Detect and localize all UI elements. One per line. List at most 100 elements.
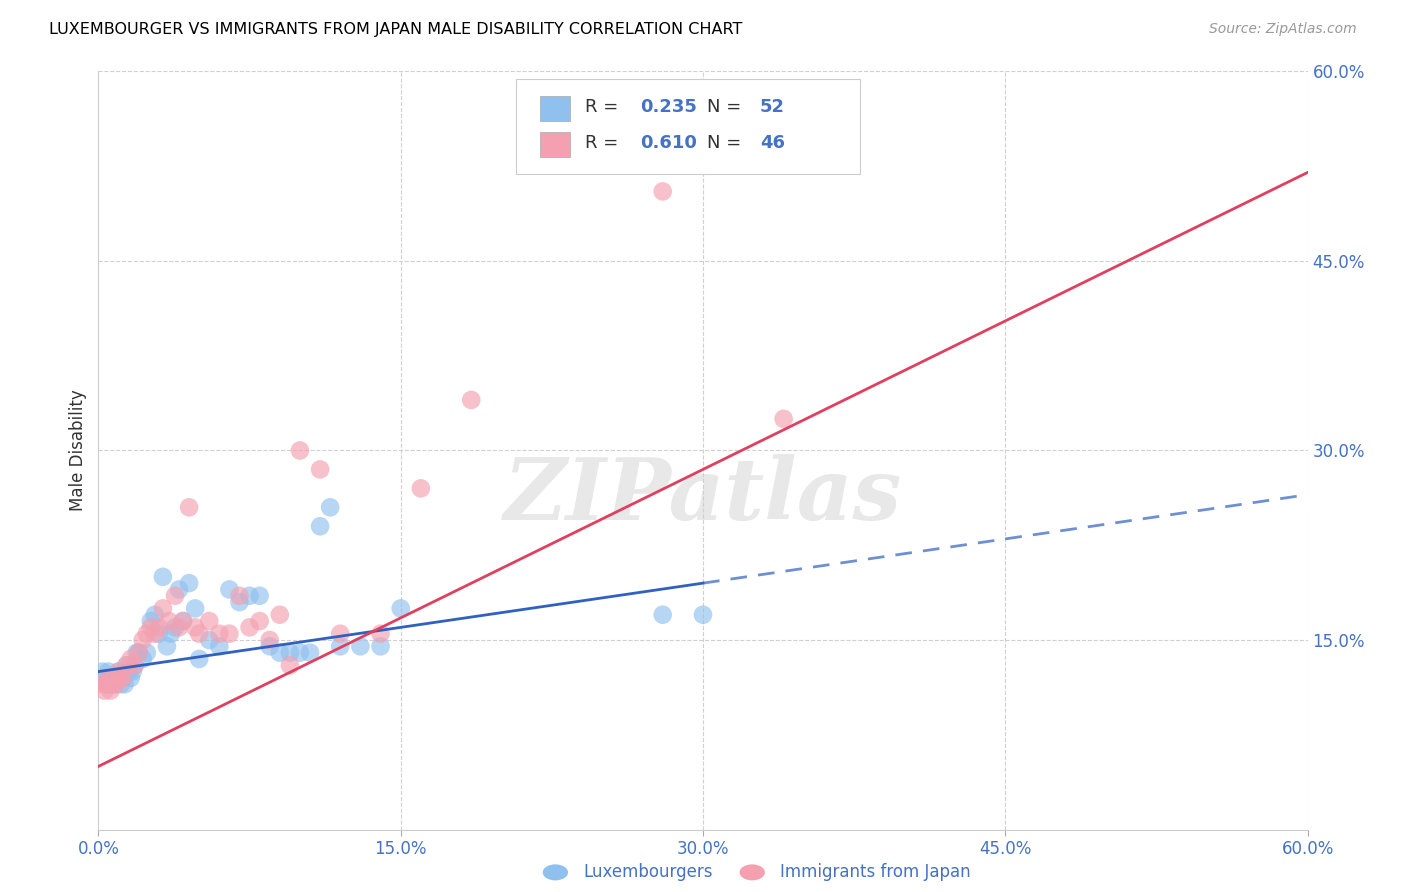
Point <box>389 601 412 615</box>
FancyBboxPatch shape <box>540 95 569 120</box>
Point <box>111 671 134 685</box>
Text: LUXEMBOURGER VS IMMIGRANTS FROM JAPAN MALE DISABILITY CORRELATION CHART: LUXEMBOURGER VS IMMIGRANTS FROM JAPAN MA… <box>49 22 742 37</box>
Point <box>121 665 143 679</box>
Point <box>278 646 301 660</box>
Text: 46: 46 <box>759 135 785 153</box>
Point <box>184 601 207 615</box>
Point <box>115 658 138 673</box>
Point <box>198 633 221 648</box>
Point <box>239 589 262 603</box>
Point <box>370 640 392 654</box>
Text: Luxembourgers: Luxembourgers <box>583 863 713 881</box>
Point <box>110 677 132 691</box>
Point <box>409 482 432 496</box>
Point <box>96 677 118 691</box>
Point <box>93 671 115 685</box>
Text: Immigrants from Japan: Immigrants from Japan <box>780 863 972 881</box>
Point <box>107 665 129 679</box>
Point <box>188 652 211 666</box>
Point <box>218 626 240 640</box>
Text: ZIPatlas: ZIPatlas <box>503 454 903 538</box>
Point <box>208 640 231 654</box>
Point <box>97 665 120 679</box>
Text: N =: N = <box>707 135 747 153</box>
Point <box>143 607 166 622</box>
Point <box>772 412 794 426</box>
FancyBboxPatch shape <box>540 132 569 157</box>
Point <box>152 570 174 584</box>
Point <box>692 607 714 622</box>
Point <box>135 626 157 640</box>
Point <box>228 595 250 609</box>
Point <box>103 677 125 691</box>
Point <box>188 626 211 640</box>
Point <box>198 614 221 628</box>
Point <box>349 640 371 654</box>
Point <box>114 677 136 691</box>
Point <box>135 646 157 660</box>
Point <box>132 633 155 648</box>
Point <box>329 626 352 640</box>
Point <box>124 658 146 673</box>
Point <box>319 500 342 515</box>
Point <box>100 677 122 691</box>
Point <box>460 392 482 407</box>
Point <box>105 671 128 685</box>
Point <box>91 665 114 679</box>
Point <box>115 658 138 673</box>
Point <box>309 519 332 533</box>
Point <box>179 500 201 515</box>
Point <box>101 677 124 691</box>
Point <box>91 677 114 691</box>
Point <box>93 683 115 698</box>
Point <box>110 671 132 685</box>
Point <box>184 620 207 634</box>
Point <box>167 620 190 634</box>
Point <box>249 589 271 603</box>
Point <box>651 185 673 199</box>
Point <box>97 671 120 685</box>
Y-axis label: Male Disability: Male Disability <box>69 390 87 511</box>
Point <box>128 646 150 660</box>
Point <box>103 671 125 685</box>
Point <box>101 671 124 685</box>
Point <box>208 626 231 640</box>
Text: R =: R = <box>585 98 623 116</box>
Point <box>299 646 322 660</box>
Text: R =: R = <box>585 135 623 153</box>
Point <box>172 614 194 628</box>
Point <box>239 620 262 634</box>
Point <box>288 646 311 660</box>
Point <box>96 677 118 691</box>
Point <box>139 614 162 628</box>
Point <box>120 671 142 685</box>
Text: Source: ZipAtlas.com: Source: ZipAtlas.com <box>1209 22 1357 37</box>
Point <box>125 646 148 660</box>
Point <box>733 153 755 167</box>
Point <box>288 443 311 458</box>
Point <box>111 671 134 685</box>
Point <box>100 683 122 698</box>
Point <box>118 665 141 679</box>
Point <box>160 626 183 640</box>
FancyBboxPatch shape <box>516 79 860 174</box>
Point <box>120 652 142 666</box>
Point <box>259 633 281 648</box>
Point <box>167 582 190 597</box>
Point <box>259 640 281 654</box>
Point <box>329 640 352 654</box>
Point <box>278 658 301 673</box>
Point <box>179 576 201 591</box>
Point <box>269 607 291 622</box>
Point <box>163 620 186 634</box>
Point <box>128 646 150 660</box>
Point <box>107 665 129 679</box>
Point <box>218 582 240 597</box>
Point <box>228 589 250 603</box>
Point <box>124 658 146 673</box>
Point <box>105 677 128 691</box>
Point <box>148 620 170 634</box>
Text: 52: 52 <box>759 98 785 116</box>
Point <box>651 607 673 622</box>
Point <box>143 626 166 640</box>
